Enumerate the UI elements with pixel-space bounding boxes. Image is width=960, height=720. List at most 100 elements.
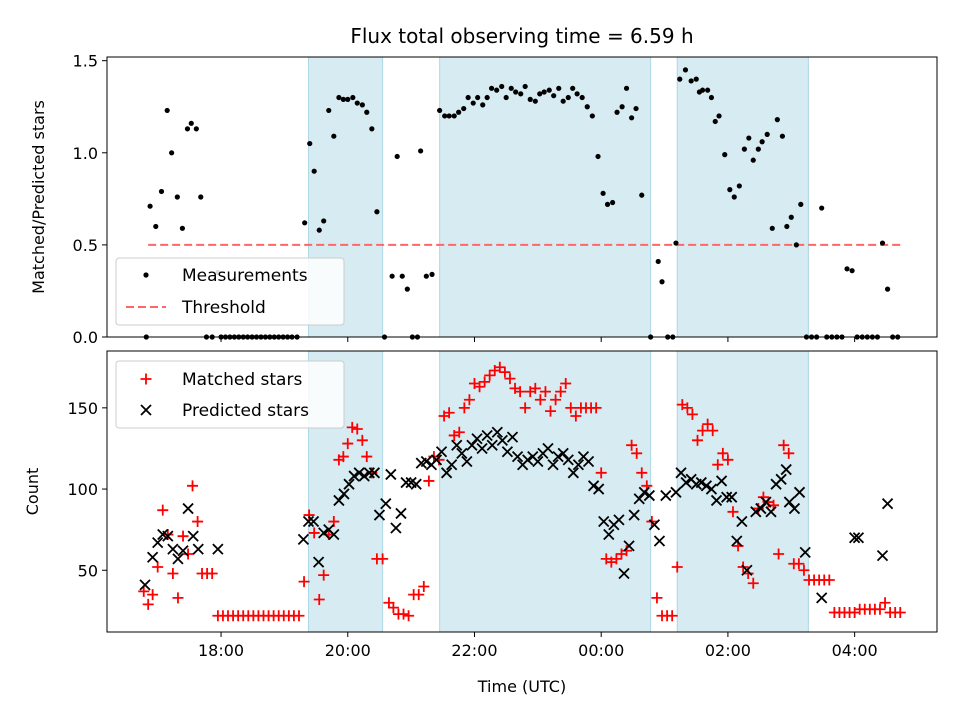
- measurement-point: [513, 89, 519, 95]
- predicted-point: [146, 551, 159, 563]
- matched-point: [550, 394, 562, 406]
- predicted-point: [695, 476, 707, 489]
- measurement-point: [546, 87, 552, 93]
- measurement-point: [446, 113, 452, 119]
- predicted-point: [167, 543, 179, 555]
- matched-point: [666, 610, 678, 622]
- matched-point: [484, 369, 496, 381]
- measurement-point: [307, 140, 313, 147]
- matched-point: [565, 402, 577, 414]
- bottom-shaded-span-2: [676, 350, 809, 633]
- bottom-y-tick-label: 50: [78, 561, 98, 580]
- predicted-point: [177, 545, 189, 557]
- predicted-point: [587, 480, 600, 492]
- predicted-point: [318, 527, 330, 539]
- predicted-point: [788, 502, 801, 515]
- predicted-point: [542, 442, 554, 455]
- measurement-point: [659, 279, 665, 285]
- matched-point: [519, 402, 531, 414]
- matched-point: [894, 607, 906, 619]
- measurement-point: [708, 94, 715, 101]
- measurement-point: [819, 205, 825, 211]
- predicted-point: [670, 486, 682, 498]
- bottom-legend-box: [115, 360, 345, 429]
- measurement-point: [604, 201, 611, 207]
- matched-point: [686, 408, 698, 420]
- matched-point: [172, 592, 184, 604]
- matched-point: [418, 581, 430, 593]
- predicted-point: [501, 446, 514, 458]
- measurement-point: [655, 258, 661, 265]
- measurement-point: [793, 242, 799, 248]
- matched-point: [298, 576, 310, 588]
- bottom-axes-frame: [106, 350, 938, 633]
- measurement-point: [769, 225, 775, 231]
- matched-point: [443, 407, 455, 419]
- matched-point: [458, 402, 470, 414]
- predicted-point: [511, 450, 524, 463]
- chart-title: Flux total observing time = 6.59 h: [350, 24, 693, 48]
- measurement-point: [682, 67, 689, 73]
- matched-point: [351, 423, 363, 435]
- matched-point: [361, 451, 373, 463]
- predicted-point: [187, 530, 199, 542]
- predicted-point: [368, 467, 381, 479]
- matched-point: [293, 610, 305, 622]
- measurement-point: [741, 146, 747, 152]
- measurement-point: [316, 227, 322, 233]
- measurement-point: [677, 76, 683, 82]
- predicted-point: [302, 515, 315, 528]
- measurement-point: [475, 94, 481, 101]
- x-axis-label: Time (UTC): [477, 677, 566, 696]
- predicted-point: [307, 515, 320, 528]
- matched-point: [138, 585, 150, 597]
- matched-point: [162, 529, 174, 541]
- measurement-point: [158, 188, 165, 195]
- measurement-point: [556, 85, 562, 91]
- top-shaded-span-2: [676, 56, 809, 338]
- predicted-point: [755, 502, 767, 515]
- measurement-point: [188, 120, 194, 126]
- measurement-point: [693, 76, 699, 82]
- top-y-axis-label: Matched/Predicted stars: [29, 100, 48, 294]
- matched-point: [727, 506, 739, 518]
- matched-point: [793, 558, 805, 570]
- predicted-point: [562, 454, 574, 466]
- predicted-point: [775, 473, 787, 485]
- matched-point: [356, 434, 368, 446]
- measurement-point: [579, 94, 585, 101]
- matched-point: [403, 610, 415, 622]
- predicted-point: [451, 439, 463, 451]
- matched-point: [157, 504, 169, 516]
- matched-point: [697, 425, 709, 437]
- predicted-point: [152, 537, 164, 549]
- top-y-tick-label: 1.0: [73, 144, 98, 163]
- matched-point: [783, 447, 795, 459]
- measurement-point: [565, 94, 571, 101]
- measurement-point: [399, 273, 405, 279]
- measurement-point: [629, 115, 635, 121]
- matched-point: [545, 405, 557, 417]
- measurement-point: [884, 286, 891, 292]
- matched-point: [621, 545, 633, 557]
- bottom-y-axis-label: Count: [23, 468, 42, 516]
- predicted-point: [446, 459, 458, 471]
- predicted-point: [476, 442, 488, 455]
- predicted-point: [496, 434, 508, 446]
- predicted-point: [333, 494, 345, 507]
- predicted-point: [613, 514, 625, 526]
- predicted-point: [182, 502, 194, 515]
- measurement-point: [532, 98, 538, 104]
- matched-point: [423, 475, 435, 487]
- matched-point: [798, 564, 810, 576]
- x-tick-label: 20:00: [325, 641, 371, 660]
- measurement-point: [164, 107, 170, 114]
- measurement-point: [764, 131, 770, 137]
- bottom-panel: 50 100 150 Count 18:00 20:00 22:00 00:00 02:00 04…: [23, 350, 938, 660]
- measurement-point: [345, 96, 351, 102]
- measurement-point: [461, 105, 467, 112]
- matched-point: [377, 553, 389, 565]
- predicted-point: [582, 455, 595, 468]
- predicted-point: [567, 467, 579, 479]
